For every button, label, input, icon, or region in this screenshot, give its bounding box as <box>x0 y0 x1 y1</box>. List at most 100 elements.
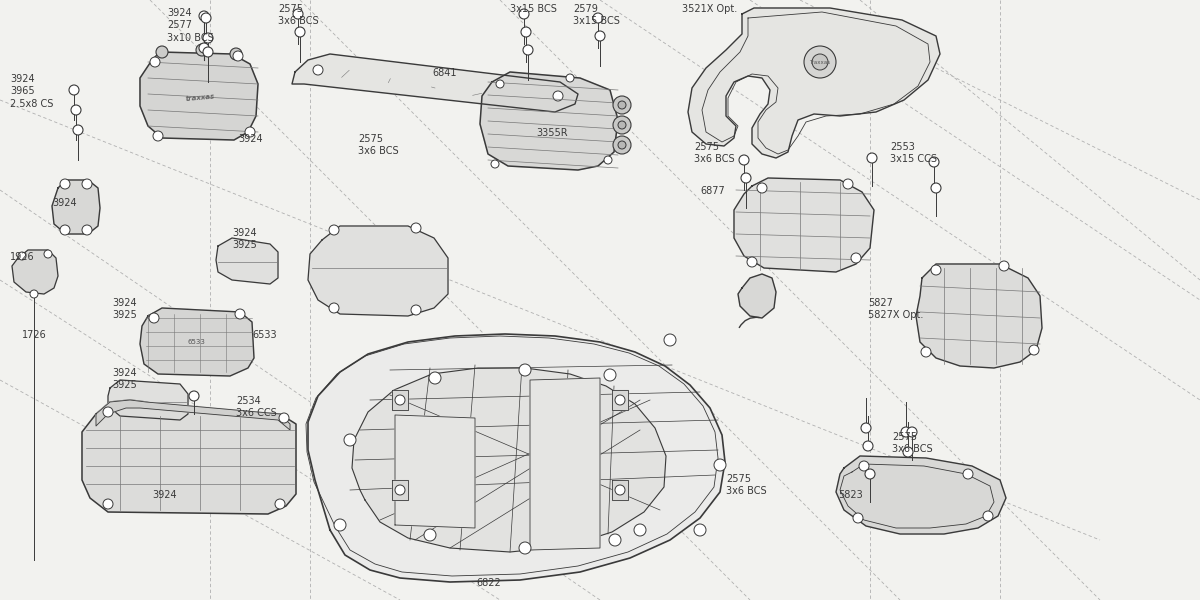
Circle shape <box>907 427 917 437</box>
Polygon shape <box>480 72 618 170</box>
Circle shape <box>395 485 406 495</box>
Circle shape <box>329 225 340 235</box>
Text: 2575
3x6 BCS: 2575 3x6 BCS <box>358 134 398 157</box>
Text: 2534
3x6 CCS: 2534 3x6 CCS <box>236 396 277 418</box>
Circle shape <box>714 459 726 471</box>
Circle shape <box>150 57 160 67</box>
Circle shape <box>521 27 530 37</box>
Circle shape <box>812 54 828 70</box>
Circle shape <box>739 155 749 165</box>
Polygon shape <box>96 400 290 430</box>
Circle shape <box>566 74 574 82</box>
Circle shape <box>520 542 530 554</box>
Polygon shape <box>688 8 940 158</box>
Circle shape <box>922 347 931 357</box>
Text: 5827
5827X Opt.: 5827 5827X Opt. <box>868 298 923 320</box>
Circle shape <box>964 469 973 479</box>
Text: 3924
3965
2.5x8 CS: 3924 3965 2.5x8 CS <box>10 74 53 109</box>
Text: 3924: 3924 <box>238 134 263 144</box>
Text: 1726: 1726 <box>22 330 47 340</box>
Circle shape <box>395 395 406 405</box>
Circle shape <box>664 334 676 346</box>
Text: 6841: 6841 <box>432 68 456 78</box>
Circle shape <box>60 179 70 189</box>
Text: 3924
3925: 3924 3925 <box>232 228 257 250</box>
Polygon shape <box>916 264 1042 368</box>
Circle shape <box>410 223 421 233</box>
Text: 3521X Opt.: 3521X Opt. <box>682 4 737 14</box>
Text: 3924
3925: 3924 3925 <box>112 368 137 391</box>
Polygon shape <box>530 378 600 550</box>
Text: 2575
3x6 BCS: 2575 3x6 BCS <box>892 432 932 454</box>
Circle shape <box>203 33 214 43</box>
Circle shape <box>694 524 706 536</box>
Text: 3924: 3924 <box>52 198 77 208</box>
Circle shape <box>553 91 563 101</box>
Circle shape <box>634 524 646 536</box>
Circle shape <box>334 519 346 531</box>
Circle shape <box>70 85 79 95</box>
Polygon shape <box>392 480 408 500</box>
Circle shape <box>757 183 767 193</box>
Circle shape <box>82 179 92 189</box>
Circle shape <box>293 9 302 19</box>
Text: 2553
3x15 CCS: 2553 3x15 CCS <box>890 142 937 164</box>
Circle shape <box>156 46 168 58</box>
Circle shape <box>842 179 853 189</box>
Circle shape <box>618 101 626 109</box>
Polygon shape <box>108 380 188 420</box>
Circle shape <box>199 43 209 53</box>
Circle shape <box>746 257 757 267</box>
Polygon shape <box>734 178 874 272</box>
Circle shape <box>60 225 70 235</box>
Text: 6533: 6533 <box>252 330 277 340</box>
Polygon shape <box>12 250 58 294</box>
Circle shape <box>18 252 26 260</box>
Circle shape <box>616 485 625 495</box>
Circle shape <box>202 13 211 23</box>
Text: 3355R: 3355R <box>536 128 568 138</box>
Text: 1926: 1926 <box>10 252 35 262</box>
Circle shape <box>859 461 869 471</box>
Circle shape <box>862 423 871 433</box>
Circle shape <box>73 125 83 135</box>
Circle shape <box>929 157 940 167</box>
Circle shape <box>344 434 356 446</box>
Circle shape <box>103 499 113 509</box>
Circle shape <box>230 48 242 60</box>
Text: 3924: 3924 <box>152 490 176 500</box>
Polygon shape <box>612 480 628 500</box>
Text: Traxxas: Traxxas <box>810 59 830 64</box>
Circle shape <box>851 253 862 263</box>
Polygon shape <box>612 390 628 410</box>
Circle shape <box>196 44 208 56</box>
Circle shape <box>1030 345 1039 355</box>
Text: 6877: 6877 <box>700 186 725 196</box>
Circle shape <box>154 131 163 141</box>
Circle shape <box>329 303 340 313</box>
Text: 3924
3925: 3924 3925 <box>112 298 137 320</box>
Text: 3924
2577
3x10 BCS: 3924 2577 3x10 BCS <box>167 8 214 43</box>
Polygon shape <box>836 456 1006 534</box>
Circle shape <box>593 13 604 23</box>
Circle shape <box>618 141 626 149</box>
Circle shape <box>523 45 533 55</box>
Polygon shape <box>352 368 666 552</box>
Circle shape <box>203 47 214 57</box>
Circle shape <box>998 261 1009 271</box>
Text: 3x15 BCS: 3x15 BCS <box>510 4 557 14</box>
Polygon shape <box>140 308 254 376</box>
Circle shape <box>604 369 616 381</box>
Circle shape <box>618 121 626 129</box>
Circle shape <box>313 65 323 75</box>
Text: 2575
3x6 BCS: 2575 3x6 BCS <box>694 142 734 164</box>
Circle shape <box>604 156 612 164</box>
Circle shape <box>190 391 199 401</box>
Polygon shape <box>395 415 475 528</box>
Circle shape <box>613 136 631 154</box>
Circle shape <box>278 413 289 423</box>
Circle shape <box>410 305 421 315</box>
Circle shape <box>613 96 631 114</box>
Circle shape <box>853 513 863 523</box>
Polygon shape <box>140 52 258 140</box>
